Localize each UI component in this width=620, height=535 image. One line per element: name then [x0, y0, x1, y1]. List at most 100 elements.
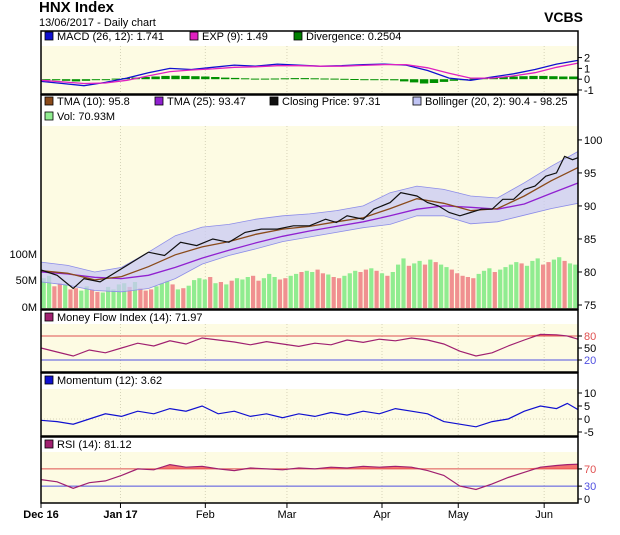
volume-tick-label: 0M: [22, 302, 37, 314]
volume-bar: [234, 278, 240, 308]
volume-bar: [422, 264, 428, 308]
volume-bar: [487, 268, 492, 308]
volume-bar: [508, 264, 513, 308]
legend-label: Divergence: 0.2504: [306, 31, 401, 43]
divergence-bar: [181, 75, 190, 80]
divergence-bar: [250, 78, 260, 80]
volume-bar: [256, 280, 261, 308]
x-tick-label: Feb: [196, 509, 215, 521]
volume-bar: [213, 283, 218, 308]
volume-bar: [331, 277, 336, 308]
panel-border-mfi: [40, 309, 579, 373]
x-tick-label: Dec 16: [23, 509, 58, 521]
x-tick-label: Mar: [277, 509, 296, 521]
divergence-bar: [350, 79, 359, 80]
divergence-bar: [409, 79, 419, 83]
volume-bar: [374, 270, 379, 308]
divergence-bar: [549, 76, 558, 80]
volume-bar: [299, 272, 304, 308]
volume-bar: [57, 283, 62, 308]
legend-swatch: [269, 96, 279, 106]
volume-bar: [218, 282, 223, 308]
divergence-bar: [340, 78, 349, 80]
y-tick-label: 10: [584, 388, 596, 400]
y-tick-label: 2: [584, 53, 590, 65]
divergence-bar: [81, 79, 91, 81]
volume-bar: [363, 269, 368, 308]
legend-label: EXP (9): 1.49: [202, 31, 268, 43]
divergence-bar: [330, 78, 339, 80]
volume-bar: [127, 286, 132, 308]
volume-bar: [186, 285, 191, 308]
y-tick-label: -1: [584, 85, 594, 97]
legend-swatch: [44, 375, 54, 385]
volume-bar: [116, 284, 121, 308]
volume-bar: [47, 275, 52, 308]
volume-bar: [401, 258, 406, 308]
volume-bar: [385, 275, 390, 308]
volume-bar: [476, 273, 481, 308]
volume-bar: [465, 277, 470, 308]
volume-bar: [530, 260, 535, 308]
volume-bar: [197, 278, 202, 308]
divergence-bar: [370, 79, 379, 81]
legend-swatch: [44, 111, 54, 121]
divergence-bar: [400, 79, 409, 82]
divergence-bar: [290, 78, 299, 80]
volume-bar: [272, 277, 277, 308]
divergence-bar: [519, 76, 528, 80]
volume-bar: [159, 283, 164, 308]
volume-bar: [369, 268, 374, 308]
divergence-bar: [559, 76, 568, 80]
divergence-bar: [380, 79, 389, 81]
volume-bar: [100, 292, 105, 308]
divergence-bar: [91, 79, 101, 81]
volume-bar: [170, 284, 175, 308]
volume-bar: [481, 270, 487, 308]
divergence-bar: [270, 78, 280, 80]
volume-bar: [165, 280, 170, 308]
y-tick-label: 85: [584, 234, 596, 246]
panel-border-rsi: [40, 436, 579, 504]
volume-bar: [310, 272, 315, 308]
divergence-bar: [141, 77, 150, 80]
bollinger-upper-line: [40, 151, 579, 273]
volume-bar: [143, 290, 148, 308]
panel-border-momentum: [40, 372, 579, 437]
volume-bar: [63, 284, 68, 308]
divergence-bar: [221, 77, 230, 80]
y-tick-label: 0: [584, 494, 590, 506]
divergence-bar: [101, 79, 111, 81]
divergence-bar: [61, 79, 71, 81]
volume-bar: [347, 273, 352, 308]
legend-label: Vol: 70.93M: [57, 111, 115, 123]
volume-bar: [138, 288, 143, 308]
y-tick-label: 0: [584, 74, 590, 86]
divergence-bar: [201, 76, 210, 80]
volume-bar: [455, 273, 460, 308]
legend-swatch: [44, 439, 54, 449]
legend-bar-price: [41, 95, 578, 126]
legend-swatch: [44, 31, 54, 41]
volume-bar: [111, 289, 116, 308]
volume-bar: [181, 288, 186, 308]
volume-bar: [304, 270, 309, 308]
divergence-bar: [42, 79, 51, 81]
volume-bar: [89, 289, 95, 308]
divergence-bar: [449, 79, 459, 81]
volume-bar: [396, 264, 401, 308]
volume-bar: [320, 273, 325, 308]
divergence-bar: [429, 79, 439, 83]
volume-bar: [208, 277, 213, 308]
divergence-bar: [71, 79, 81, 82]
legend-label: Bollinger (20, 2): 90.4 - 98.25: [425, 96, 567, 108]
y-tick-label: 75: [584, 300, 596, 312]
divergence-bar: [569, 76, 578, 80]
panel-border-price: [40, 94, 579, 310]
y-tick-label: 30: [584, 481, 596, 493]
bollinger-lower-line: [40, 202, 579, 293]
volume-bar: [519, 263, 524, 308]
volume-bar: [439, 264, 444, 308]
volume-bar: [288, 275, 293, 308]
